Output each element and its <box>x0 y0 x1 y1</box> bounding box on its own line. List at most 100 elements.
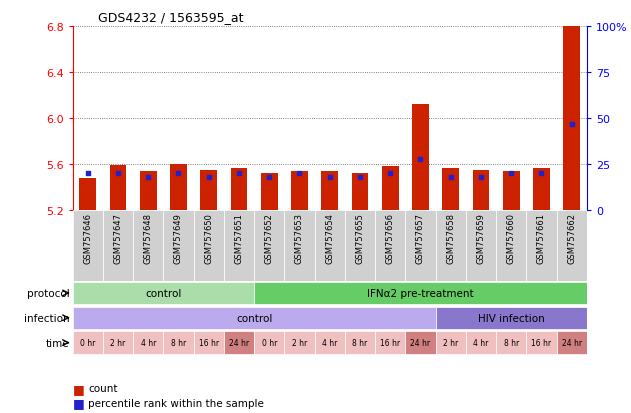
Text: GSM757649: GSM757649 <box>174 213 183 263</box>
Text: GSM757659: GSM757659 <box>476 213 485 263</box>
Text: GSM757648: GSM757648 <box>144 213 153 263</box>
Point <box>506 171 516 177</box>
Bar <box>466 211 496 281</box>
Bar <box>526 332 557 354</box>
Text: 4 hr: 4 hr <box>141 338 156 347</box>
Point <box>385 171 395 177</box>
Text: 8 hr: 8 hr <box>504 338 519 347</box>
Text: protocol: protocol <box>27 288 69 298</box>
Bar <box>351 174 369 211</box>
Text: GSM757646: GSM757646 <box>83 213 92 263</box>
Bar <box>80 178 96 211</box>
Text: GSM757662: GSM757662 <box>567 213 576 263</box>
Text: GSM757654: GSM757654 <box>325 213 334 263</box>
Bar <box>473 171 489 211</box>
Text: GSM757651: GSM757651 <box>235 213 244 263</box>
Bar <box>110 166 126 211</box>
Point <box>143 174 153 181</box>
Text: time: time <box>46 338 69 348</box>
Text: 4 hr: 4 hr <box>473 338 488 347</box>
Text: GSM757647: GSM757647 <box>114 213 122 263</box>
Point <box>536 171 546 177</box>
Point <box>355 174 365 181</box>
Bar <box>375 211 405 281</box>
Bar <box>194 332 224 354</box>
Text: control: control <box>236 313 272 323</box>
Bar <box>503 171 519 211</box>
Text: 0 hr: 0 hr <box>80 338 95 347</box>
Text: control: control <box>145 288 182 298</box>
Bar <box>224 332 254 354</box>
Text: 16 hr: 16 hr <box>531 338 551 347</box>
Bar <box>496 332 526 354</box>
Bar <box>194 211 224 281</box>
Bar <box>285 211 315 281</box>
Bar <box>321 171 338 211</box>
Bar <box>412 105 429 211</box>
Point <box>113 171 123 177</box>
Text: 16 hr: 16 hr <box>380 338 400 347</box>
Bar <box>563 27 580 211</box>
Bar <box>73 307 435 329</box>
Text: GSM757653: GSM757653 <box>295 213 304 263</box>
Bar <box>254 332 285 354</box>
Bar <box>73 282 254 304</box>
Text: 2 hr: 2 hr <box>292 338 307 347</box>
Text: 8 hr: 8 hr <box>352 338 368 347</box>
Text: GSM757661: GSM757661 <box>537 213 546 263</box>
Text: 24 hr: 24 hr <box>229 338 249 347</box>
Point <box>445 174 456 181</box>
Bar <box>533 168 550 211</box>
Bar <box>73 211 103 281</box>
Text: 16 hr: 16 hr <box>199 338 219 347</box>
Point <box>567 121 577 128</box>
Bar <box>435 332 466 354</box>
Text: percentile rank within the sample: percentile rank within the sample <box>88 398 264 408</box>
Bar <box>201 171 217 211</box>
Text: HIV infection: HIV infection <box>478 313 545 323</box>
Point <box>325 174 335 181</box>
Bar <box>170 165 187 211</box>
Bar <box>163 332 194 354</box>
Bar <box>557 211 587 281</box>
Bar <box>261 174 278 211</box>
Point <box>295 171 305 177</box>
Bar <box>496 211 526 281</box>
Bar <box>315 332 345 354</box>
Bar <box>466 332 496 354</box>
Point <box>476 174 486 181</box>
Bar <box>230 168 247 211</box>
Text: 2 hr: 2 hr <box>110 338 126 347</box>
Bar <box>254 282 587 304</box>
Text: 24 hr: 24 hr <box>410 338 430 347</box>
Bar <box>345 332 375 354</box>
Bar <box>442 168 459 211</box>
Text: GDS4232 / 1563595_at: GDS4232 / 1563595_at <box>98 11 244 24</box>
Text: 24 hr: 24 hr <box>562 338 582 347</box>
Text: IFNα2 pre-treatment: IFNα2 pre-treatment <box>367 288 474 298</box>
Bar <box>375 332 405 354</box>
Text: GSM757655: GSM757655 <box>355 213 365 263</box>
Point <box>264 174 274 181</box>
Bar <box>405 211 435 281</box>
Point <box>83 171 93 177</box>
Bar <box>285 332 315 354</box>
Text: GSM757650: GSM757650 <box>204 213 213 263</box>
Bar <box>405 332 435 354</box>
Bar <box>140 171 156 211</box>
Point <box>234 171 244 177</box>
Bar <box>345 211 375 281</box>
Text: count: count <box>88 383 118 393</box>
Text: ■: ■ <box>73 396 85 409</box>
Text: GSM757652: GSM757652 <box>264 213 274 263</box>
Bar <box>435 307 587 329</box>
Bar <box>103 332 133 354</box>
Text: 4 hr: 4 hr <box>322 338 338 347</box>
Bar <box>133 211 163 281</box>
Bar <box>526 211 557 281</box>
Text: GSM757656: GSM757656 <box>386 213 395 263</box>
Text: 2 hr: 2 hr <box>443 338 458 347</box>
Text: ■: ■ <box>73 382 85 395</box>
Bar <box>103 211 133 281</box>
Text: GSM757658: GSM757658 <box>446 213 455 263</box>
